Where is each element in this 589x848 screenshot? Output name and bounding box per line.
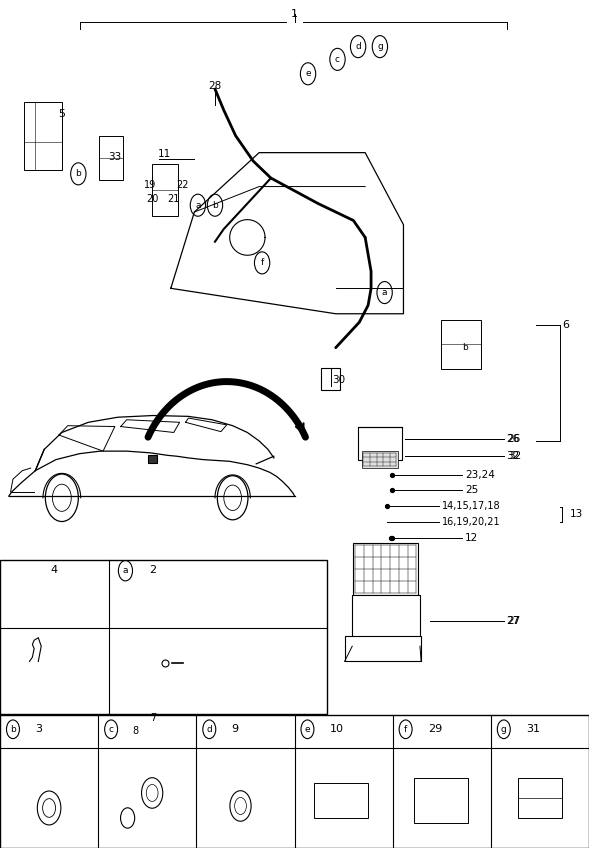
Text: 27: 27 <box>508 616 521 626</box>
Text: 32: 32 <box>508 451 521 461</box>
Text: g: g <box>377 42 383 51</box>
Text: 8: 8 <box>133 726 138 736</box>
Text: c: c <box>108 725 114 734</box>
Text: f: f <box>404 725 407 734</box>
Text: 26: 26 <box>508 434 521 444</box>
Text: b: b <box>10 725 16 734</box>
Text: a: a <box>195 201 201 209</box>
FancyBboxPatch shape <box>152 164 178 216</box>
FancyBboxPatch shape <box>321 368 340 390</box>
FancyBboxPatch shape <box>414 778 468 823</box>
Text: 11: 11 <box>158 149 171 159</box>
FancyBboxPatch shape <box>148 455 157 463</box>
Text: e: e <box>305 70 311 78</box>
Text: 4: 4 <box>51 565 58 575</box>
Text: d: d <box>206 725 212 734</box>
Text: 23,24: 23,24 <box>465 470 495 480</box>
Text: 12: 12 <box>465 533 478 543</box>
Text: e: e <box>305 725 310 734</box>
Text: 30: 30 <box>332 375 345 385</box>
Text: 1: 1 <box>291 9 298 20</box>
Text: 6: 6 <box>562 320 570 330</box>
Text: b: b <box>462 343 468 352</box>
Text: 32: 32 <box>507 451 519 461</box>
Text: 27: 27 <box>507 616 519 626</box>
Text: 10: 10 <box>330 724 344 734</box>
Text: 7: 7 <box>150 713 156 723</box>
Text: 21: 21 <box>167 194 180 204</box>
Text: 22: 22 <box>176 180 189 190</box>
Text: 3: 3 <box>35 724 42 734</box>
Text: c: c <box>335 55 340 64</box>
Text: 16,19,20,21: 16,19,20,21 <box>442 516 501 527</box>
Text: b: b <box>212 201 218 209</box>
Text: 31: 31 <box>526 724 540 734</box>
Text: 2: 2 <box>150 565 157 575</box>
Text: 19: 19 <box>144 180 156 190</box>
FancyBboxPatch shape <box>518 778 562 818</box>
Text: 20: 20 <box>145 194 158 204</box>
Text: 33: 33 <box>108 152 121 162</box>
Text: d: d <box>355 42 361 51</box>
FancyBboxPatch shape <box>314 783 368 818</box>
FancyBboxPatch shape <box>0 715 589 848</box>
Text: 26: 26 <box>507 434 519 444</box>
FancyBboxPatch shape <box>345 636 421 661</box>
Text: a: a <box>123 566 128 575</box>
Text: 5: 5 <box>58 109 65 120</box>
Text: 25: 25 <box>465 485 478 495</box>
Text: 29: 29 <box>428 724 442 734</box>
Text: f: f <box>260 259 264 267</box>
Text: g: g <box>501 725 507 734</box>
Text: 13: 13 <box>570 510 583 519</box>
Text: a: a <box>382 288 388 297</box>
FancyBboxPatch shape <box>0 560 327 714</box>
FancyBboxPatch shape <box>362 451 398 468</box>
Text: 28: 28 <box>209 81 221 92</box>
FancyBboxPatch shape <box>352 595 420 646</box>
Text: b: b <box>75 170 81 178</box>
FancyBboxPatch shape <box>24 102 62 170</box>
FancyBboxPatch shape <box>353 543 418 595</box>
FancyBboxPatch shape <box>358 427 402 460</box>
Text: 9: 9 <box>231 724 239 734</box>
FancyBboxPatch shape <box>441 320 481 369</box>
Text: 14,15,17,18: 14,15,17,18 <box>442 501 501 511</box>
FancyBboxPatch shape <box>99 136 123 180</box>
